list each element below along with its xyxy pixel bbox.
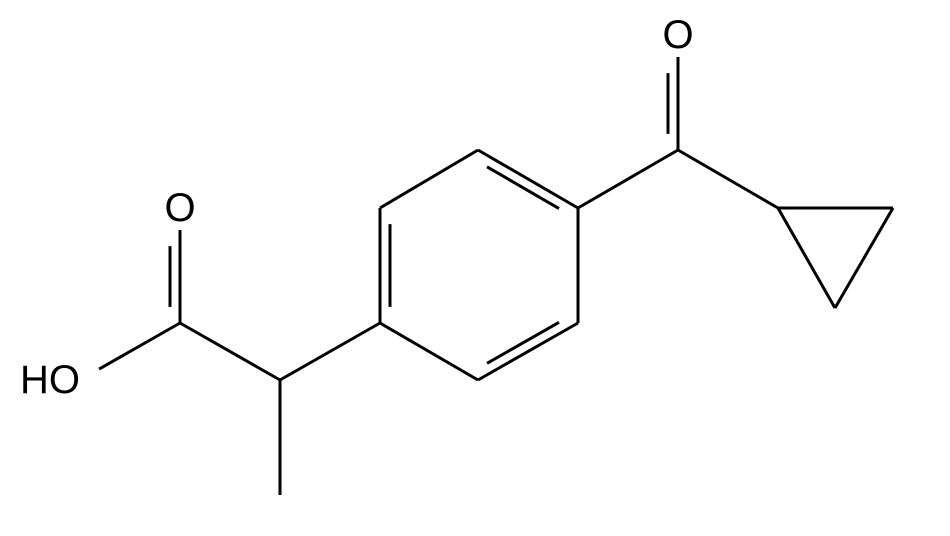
molecule-canvas: HO O O — [0, 0, 950, 536]
oxygen-label: O — [662, 13, 693, 57]
oxygen-label: O — [164, 186, 195, 230]
hydroxyl-label: HO — [20, 358, 80, 402]
